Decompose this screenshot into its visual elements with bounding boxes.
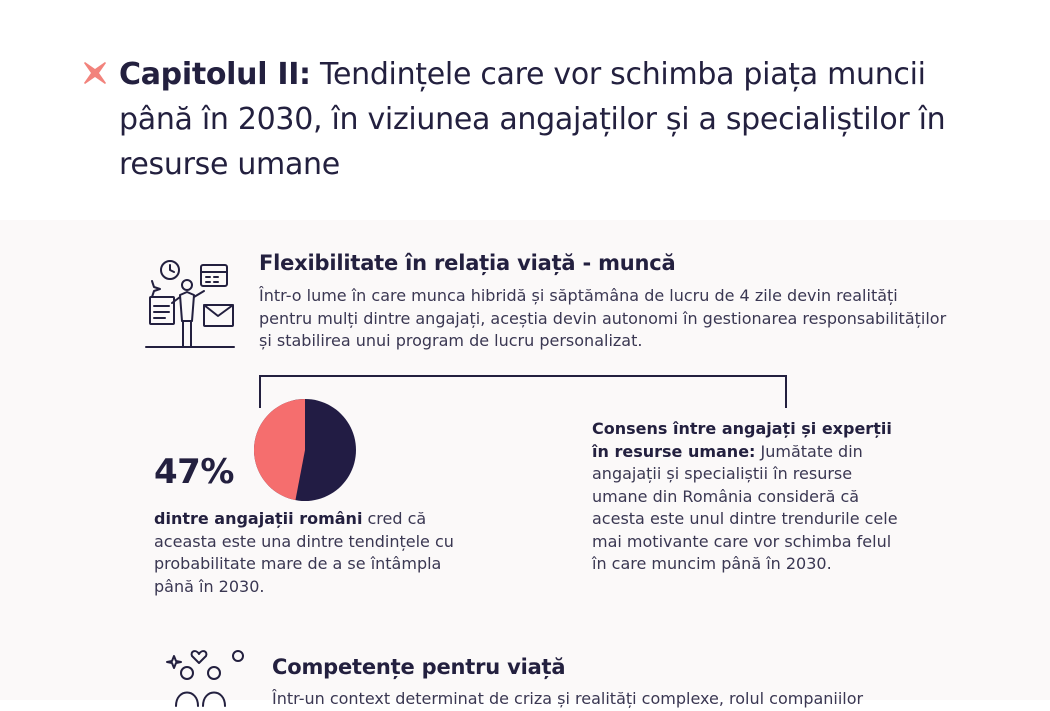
pie-chart [253,399,356,501]
stat-highlight: dintre angajații români [154,509,363,528]
section-body-competences: Într-un context determinat de criza și r… [272,689,864,708]
people-heart-icon [166,650,244,707]
consensus-highlight: Consens între angajați și experții în re… [592,419,892,461]
section-body-flexibility: Într-o lume în care munca hibridă și săp… [259,286,947,350]
section-title-flexibility: Flexibilitate în relația viață - muncă [259,251,676,275]
stat-caption-text: cred că aceasta este una dintre tendințe… [154,509,454,596]
consensus-note: Consens între angajați și experții în re… [592,418,902,576]
chapter-label: Capitolul II: [119,57,311,92]
stat-value: 47% [154,452,234,492]
stat-caption: dintre angajații români cred că aceasta … [154,508,484,598]
consensus-text: Jumătate din angajații și specialiștii î… [592,441,898,574]
x-mark-icon [84,62,106,84]
section-title-competences: Competențe pentru viață [272,655,566,679]
pie-slice-share [253,399,305,501]
chapter-title: Capitolul II: Tendințele care vor schimb… [119,52,999,187]
chapter-header: Capitolul II: Tendințele care vor schimb… [0,0,1050,220]
work-life-balance-icon [145,260,235,348]
bracket-connector [259,375,787,408]
chapter-title-text: Tendințele care vor schimba piața muncii… [119,57,946,182]
